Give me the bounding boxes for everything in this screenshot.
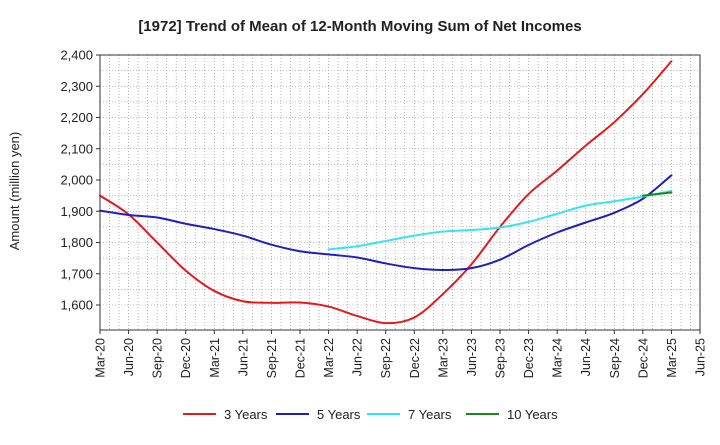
x-tick-label: Sep-22 [379,338,393,378]
x-tick-label: Jun-24 [579,338,593,376]
y-tick-label: 2,100 [60,141,93,156]
y-tick-label: 2,400 [60,48,93,63]
chart-title: [1972] Trend of Mean of 12-Month Moving … [138,18,581,35]
x-tick-label: Sep-23 [494,338,508,378]
x-tick-label: Jun-25 [694,338,708,376]
series-line-7-years [327,189,673,251]
x-tick-label: Sep-24 [608,338,622,378]
y-tick-label: 2,000 [60,173,93,188]
series-line-5-years [99,174,673,271]
series-line-10-years [641,191,673,197]
y-tick-label: 1,600 [60,298,93,313]
plot-area [100,55,700,330]
x-axis: Mar-20 Jun-20 Sep-20 Dec-20 Mar-21 Jun-21 Sep-… [94,330,708,378]
grid [100,54,700,330]
legend-label-7-years: 7 Years [408,407,452,422]
y-tick-label: 2,200 [60,110,93,125]
y-tick-label: 1,700 [60,266,93,281]
y-tick-label: 1,900 [60,204,93,219]
x-tick-label: Mar-22 [322,338,336,378]
x-tick-label: Jun-22 [351,338,365,376]
plot-border [99,54,701,331]
y-tick-label: 1,800 [60,235,93,250]
x-tick-label: Dec-22 [408,338,422,378]
x-tick-label: Mar-25 [665,338,679,378]
x-tick-label: Dec-21 [294,338,308,378]
x-tick-label: Mar-20 [94,338,108,378]
x-tick-label: Jun-21 [236,338,250,376]
y-axis-label: Amount (million yen) [7,132,22,251]
x-tick-label: Dec-24 [636,338,650,378]
x-tick-label: Sep-20 [151,338,165,378]
x-tick-label: Jun-20 [122,338,136,376]
x-tick-label: Dec-23 [522,338,536,378]
x-tick-label: Dec-20 [179,338,193,378]
legend-label-3-years: 3 Years [224,407,268,422]
series-layer [99,60,673,325]
y-axis: 1,600 1,700 1,800 1,900 2,000 2,100 2,200 2,300… [60,48,100,313]
legend-label-5-years: 5 Years [317,407,361,422]
y-tick-label: 2,300 [60,79,93,94]
x-tick-label: Jun-23 [465,338,479,376]
x-tick-label: Mar-21 [208,338,222,378]
series-line-3-years [99,60,673,325]
legend: 3 Years 5 Years 7 Years 10 Years [183,407,558,422]
x-tick-label: Mar-23 [436,338,450,378]
x-tick-label: Sep-21 [265,338,279,378]
x-tick-label: Mar-24 [551,338,565,378]
legend-label-10-years: 10 Years [507,407,558,422]
